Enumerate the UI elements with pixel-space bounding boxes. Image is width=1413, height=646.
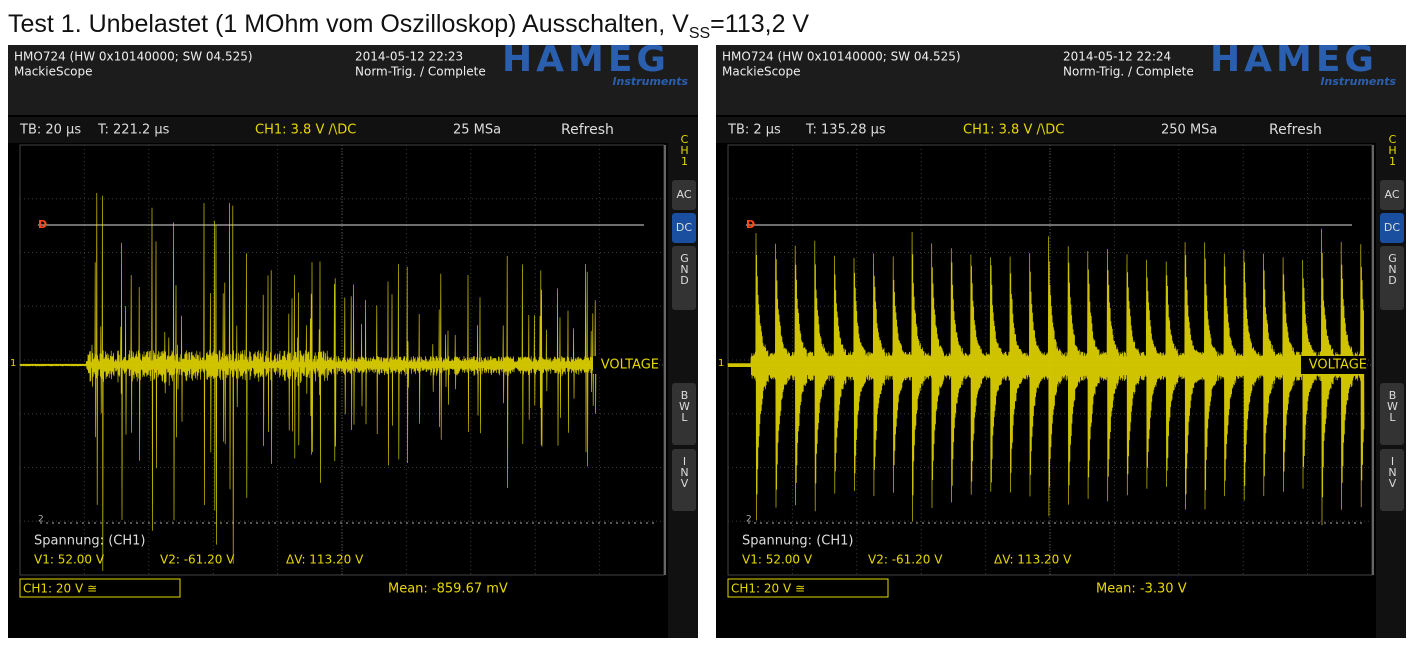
- status-bar: [716, 117, 1406, 143]
- title-subscript: SS: [688, 25, 711, 42]
- side-button: [672, 449, 696, 511]
- trace-label: VOLTAGE: [601, 358, 659, 373]
- side-button-label: AC: [1384, 188, 1399, 201]
- waveform: [727, 228, 1365, 526]
- cursor-v2: V2: -61.20 V: [868, 553, 943, 567]
- side-button: [1380, 213, 1404, 243]
- cursor-delta: ΔV: 113.20 V: [994, 553, 1072, 567]
- scale-box: [727, 578, 889, 598]
- cursor-delta: ΔV: 113.20 V: [286, 553, 364, 567]
- header: [716, 45, 1406, 115]
- channel-setting: CH1: 3.8 V /\DC: [255, 123, 356, 138]
- timebase: TB: 20 µs: [19, 123, 81, 138]
- side-channel: CH1: [678, 133, 691, 166]
- model: HMO724 (HW 0x10140000; SW 04.525): [14, 50, 253, 64]
- brand: HAMEG: [502, 45, 670, 80]
- date: 2014-05-12 22:23: [355, 50, 463, 64]
- date: 2014-05-12 22:24: [1063, 50, 1171, 64]
- mean: Mean: -3.30 V: [1096, 582, 1187, 597]
- title: Test 1. Unbelastet (1 MOhm vom Oszillosk…: [8, 10, 809, 43]
- brand: HAMEG: [1210, 45, 1378, 80]
- side-button-label: GND: [678, 252, 691, 285]
- header: [8, 45, 698, 115]
- trace-label: VOLTAGE: [1309, 358, 1367, 373]
- time: T: 221.2 µs: [97, 123, 170, 138]
- brand-sub: Instruments: [612, 75, 688, 88]
- marker-2: 2: [38, 515, 44, 525]
- trigger: Norm-Trig. / Complete: [1063, 65, 1194, 79]
- scale-box: [19, 578, 181, 598]
- mean: Mean: -859.67 mV: [388, 582, 508, 597]
- marker-1: 1: [718, 358, 724, 369]
- time: T: 135.28 µs: [805, 123, 886, 138]
- side-button: [672, 213, 696, 243]
- channel-setting: CH1: 3.8 V /\DC: [963, 123, 1064, 138]
- cursor-v1: V1: 52.00 V: [34, 553, 105, 567]
- brand-sub: Instruments: [1320, 75, 1396, 88]
- mode: Refresh: [561, 122, 614, 138]
- side-button: [672, 246, 696, 310]
- waveform: [19, 192, 599, 571]
- title-text: Test 1. Unbelastet (1 MOhm vom Oszillosk…: [8, 10, 689, 38]
- side-button-label: BWL: [678, 389, 691, 422]
- cursor-v1: V1: 52.00 V: [742, 553, 813, 567]
- side-button-label: INV: [1386, 455, 1399, 488]
- side-button-label: DC: [676, 221, 692, 234]
- scope-name: MackieScope: [14, 65, 93, 79]
- scale: CH1: 20 V ≅: [23, 582, 97, 596]
- title-text: =113,2 V: [710, 10, 810, 38]
- side-button-label: INV: [678, 455, 691, 488]
- timebase: TB: 2 µs: [727, 123, 781, 138]
- side-channel: CH1: [1386, 133, 1399, 166]
- trace-label-bg: [593, 356, 659, 374]
- side-button-label: GND: [1386, 252, 1399, 285]
- sample-rate: 250 MSa: [1161, 123, 1217, 138]
- scope-name: MackieScope: [722, 65, 801, 79]
- mode: Refresh: [1269, 122, 1322, 138]
- trigger: Norm-Trig. / Complete: [355, 65, 486, 79]
- cursor-v2: V2: -61.20 V: [160, 553, 235, 567]
- oscilloscope-screen: HMO724 (HW 0x10140000; SW 04.525)MackieS…: [8, 45, 698, 638]
- side-button: [672, 383, 696, 445]
- measure-title: Spannung: (CH1): [742, 534, 853, 549]
- measure-title: Spannung: (CH1): [34, 534, 145, 549]
- marker-1: 1: [10, 358, 16, 369]
- status-bar: [8, 117, 698, 143]
- side-button: [672, 180, 696, 210]
- side-button: [1380, 449, 1404, 511]
- side-button-label: BWL: [1386, 389, 1399, 422]
- background: [716, 45, 1406, 638]
- side-button: [1380, 246, 1404, 310]
- side-button: [1380, 383, 1404, 445]
- side-button: [1380, 180, 1404, 210]
- marker-d: D: [38, 218, 47, 231]
- scale: CH1: 20 V ≅: [731, 582, 805, 596]
- marker-2: 2: [746, 515, 752, 525]
- model: HMO724 (HW 0x10140000; SW 04.525): [722, 50, 961, 64]
- side-button-label: AC: [676, 188, 691, 201]
- sample-rate: 25 MSa: [453, 123, 501, 138]
- side-button-label: DC: [1384, 221, 1400, 234]
- marker-d: D: [746, 218, 755, 231]
- trace-label-bg: [1301, 356, 1367, 374]
- oscilloscope-screen: HMO724 (HW 0x10140000; SW 04.525)MackieS…: [716, 45, 1406, 638]
